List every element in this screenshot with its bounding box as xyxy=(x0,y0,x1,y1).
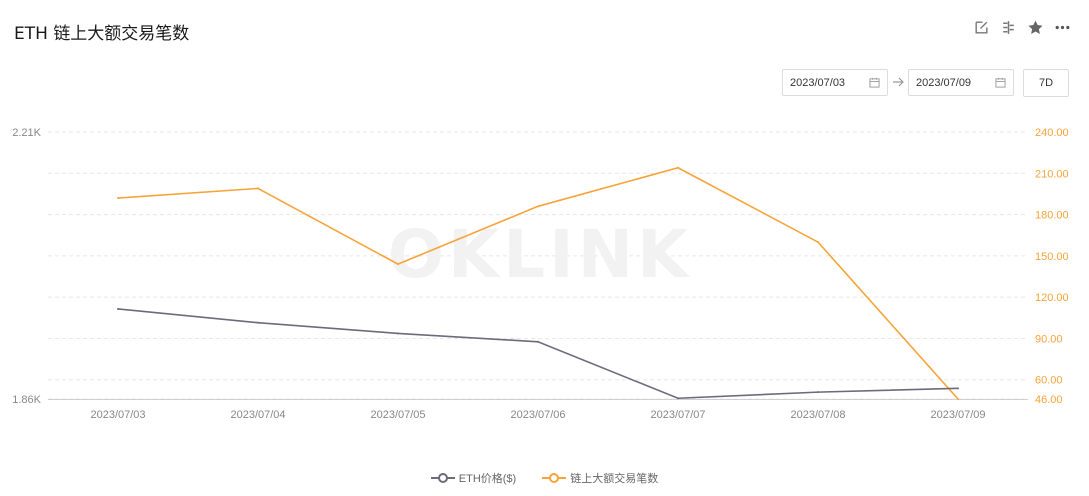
range-7d-button[interactable]: 7D xyxy=(1023,69,1069,97)
legend-item-price[interactable]: ETH价格($) xyxy=(430,470,517,486)
data-point-price xyxy=(397,332,399,335)
edit-icon[interactable] xyxy=(973,19,990,36)
y-tick-label-left: 1.86K xyxy=(12,394,41,406)
y-tick-label-right: 180.00 xyxy=(1035,210,1069,222)
data-point-price xyxy=(957,387,959,390)
data-point-count xyxy=(537,205,539,208)
end-date-picker[interactable]: 2023/07/09 xyxy=(908,69,1014,96)
x-tick-label: 2023/07/09 xyxy=(930,409,985,421)
data-point-count xyxy=(817,241,819,244)
x-tick-label: 2023/07/03 xyxy=(90,409,145,421)
data-point-count xyxy=(397,263,399,266)
compare-icon[interactable] xyxy=(1000,19,1017,36)
x-tick-label: 2023/07/07 xyxy=(650,409,705,421)
x-tick-label: 2023/07/05 xyxy=(370,409,425,421)
calendar-icon xyxy=(995,77,1006,88)
y-tick-label-right: 120.00 xyxy=(1035,292,1069,304)
y-tick-label-right: 60.00 xyxy=(1035,375,1063,387)
data-point-count xyxy=(257,187,259,190)
x-tick-label: 2023/07/04 xyxy=(230,409,285,421)
end-date-value: 2023/07/09 xyxy=(916,76,972,89)
legend-item-count[interactable]: 链上大额交易笔数 xyxy=(542,470,658,486)
x-tick-label: 2023/07/08 xyxy=(790,409,845,421)
arrow-right-icon xyxy=(893,77,904,87)
data-point-count xyxy=(677,166,679,169)
star-icon[interactable] xyxy=(1027,19,1044,36)
y-tick-label-right: 90.00 xyxy=(1035,333,1063,345)
y-tick-label-right: 46.00 xyxy=(1035,394,1063,406)
data-point-price xyxy=(537,340,539,343)
chart-title: ETH 链上大额交易笔数 xyxy=(14,24,190,44)
start-date-picker[interactable]: 2023/07/03 xyxy=(782,69,888,96)
chart-legend: ETH价格($) 链上大额交易笔数 xyxy=(0,470,1089,486)
start-date-value: 2023/07/03 xyxy=(790,76,846,89)
legend-marker-price xyxy=(430,473,455,483)
data-point-price xyxy=(677,397,679,400)
x-tick-label: 2023/07/06 xyxy=(510,409,565,421)
data-point-count xyxy=(117,197,119,200)
series-line-price xyxy=(117,308,959,400)
legend-label-count: 链上大额交易笔数 xyxy=(570,473,659,485)
toolbar xyxy=(973,19,1071,36)
y-tick-label-right: 210.00 xyxy=(1035,168,1069,180)
legend-marker-count xyxy=(542,473,567,483)
data-point-price xyxy=(257,321,259,324)
data-point-count xyxy=(957,398,959,400)
more-icon[interactable] xyxy=(1054,19,1071,36)
watermark: OKLINK xyxy=(388,216,692,293)
y-tick-label-right: 150.00 xyxy=(1035,251,1069,263)
data-point-price xyxy=(117,307,119,310)
y-tick-label-left: 2.21K xyxy=(12,127,41,139)
calendar-icon xyxy=(869,77,880,88)
legend-label-price: ETH价格($) xyxy=(458,473,517,485)
y-tick-label-right: 240.00 xyxy=(1035,127,1069,139)
data-point-price xyxy=(817,391,819,394)
